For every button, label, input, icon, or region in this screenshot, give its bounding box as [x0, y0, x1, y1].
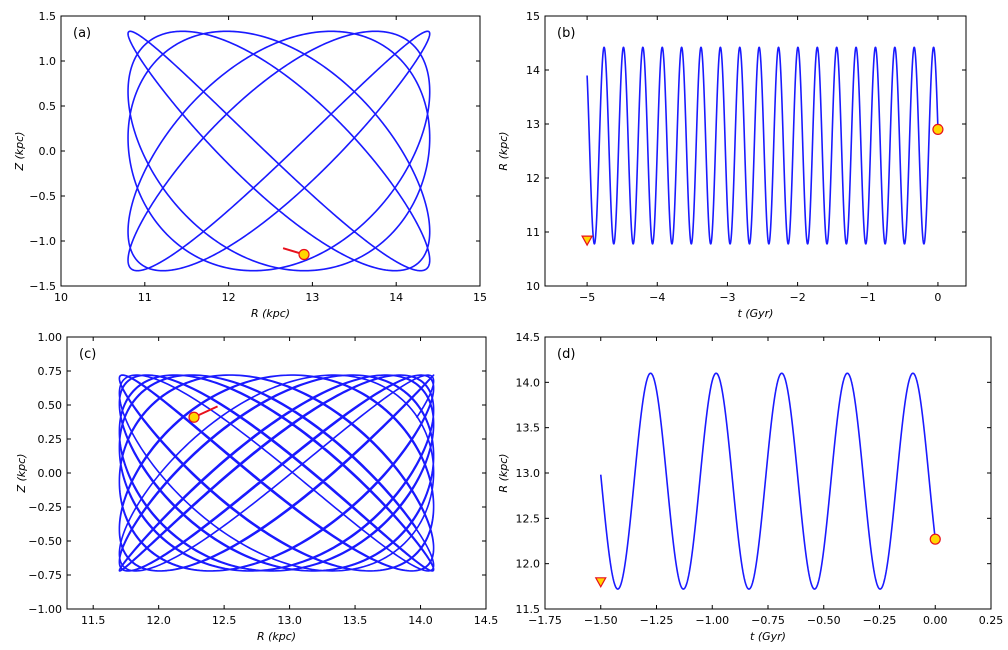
- y-axis-title: Z (kpc): [15, 453, 28, 493]
- y-tick-label: −0.75: [28, 569, 62, 582]
- y-tick-label: 1.00: [38, 331, 63, 344]
- x-tick-label: 10: [54, 291, 68, 304]
- y-tick-label: 13: [526, 118, 540, 131]
- x-tick-label: 12.5: [212, 614, 237, 627]
- x-tick-label: 15: [473, 291, 487, 304]
- y-tick-label: 10: [526, 280, 540, 293]
- current-position-marker: [298, 248, 310, 261]
- orbit-curve: [586, 46, 939, 245]
- x-axis-title: t (Gyr): [738, 307, 774, 320]
- y-tick-label: 0.50: [38, 399, 63, 412]
- y-tick-label: −0.25: [28, 501, 62, 514]
- x-tick-label: −0.25: [863, 614, 897, 627]
- y-tick-label: 0.25: [38, 433, 63, 446]
- y-tick-label: 14.5: [516, 331, 541, 344]
- panel-letter: (d): [557, 347, 575, 362]
- orbit-curve: [127, 30, 431, 272]
- x-tick-label: 12.0: [146, 614, 171, 627]
- y-tick-label: 11.5: [516, 603, 541, 616]
- x-tick-label: 14.0: [408, 614, 433, 627]
- x-tick-label: −0.50: [807, 614, 841, 627]
- start-position-marker: [594, 577, 607, 589]
- x-tick-label: 13.0: [277, 614, 302, 627]
- y-tick-label: −0.5: [29, 190, 56, 203]
- y-axis-title: R (kpc): [497, 131, 510, 170]
- x-tick-label: −2: [789, 291, 805, 304]
- x-tick-label: 11.5: [81, 614, 106, 627]
- orbit-curve: [599, 372, 937, 590]
- panel-c: 11.5 12.0 12.5 13.0 13.5 14.0 14.5 −1.00 −0.75 −0…: [15, 331, 498, 643]
- x-tick-label: −0.75: [751, 614, 785, 627]
- x-tick-label: −4: [649, 291, 665, 304]
- y-axis-title: Z (kpc): [13, 131, 26, 171]
- y-tick-label: 1.5: [39, 10, 57, 23]
- x-tick-label: 14.5: [474, 614, 499, 627]
- x-tick-label: 0: [934, 291, 941, 304]
- y-tick-label: −1.0: [29, 235, 56, 248]
- x-tick-label: 0.00: [923, 614, 948, 627]
- x-tick-label: 11: [138, 291, 152, 304]
- current-position-marker: [932, 123, 944, 135]
- y-tick-label: 13.0: [516, 467, 541, 480]
- x-tick-label: 13: [305, 291, 319, 304]
- x-tick-label: 13.5: [343, 614, 368, 627]
- y-tick-label: −0.50: [28, 535, 62, 548]
- x-axis-title: R (kpc): [257, 630, 296, 643]
- x-tick-label: −1: [860, 291, 876, 304]
- y-tick-label: −1.5: [29, 280, 56, 293]
- panel-a: 10 11 12 13 14 15 −1.5 −1.0 −0.5 0.0 0.5 1.0 1.5 R (k…: [13, 10, 487, 320]
- y-tick-label: 13.5: [516, 422, 541, 435]
- x-axis-title: t (Gyr): [750, 630, 786, 643]
- x-tick-label: 12: [222, 291, 236, 304]
- x-tick-label: 14: [389, 291, 403, 304]
- plot-area-frame: [544, 15, 967, 287]
- y-tick-label: 0.00: [38, 467, 63, 480]
- x-tick-label: −3: [719, 291, 735, 304]
- panel-letter: (c): [79, 347, 96, 362]
- y-tick-label: −1.00: [28, 603, 62, 616]
- y-tick-label: 0.0: [39, 145, 57, 158]
- panel-letter: (b): [557, 26, 575, 41]
- x-tick-label: −1.75: [528, 614, 562, 627]
- x-tick-label: 0.25: [979, 614, 1004, 627]
- y-tick-label: 14: [526, 64, 540, 77]
- y-tick-label: 1.0: [39, 55, 57, 68]
- y-tick-label: 12: [526, 172, 540, 185]
- x-tick-label: −5: [579, 291, 595, 304]
- panel-letter: (a): [73, 26, 91, 41]
- y-tick-label: 14.0: [516, 376, 541, 389]
- y-tick-label: 12.0: [516, 558, 541, 571]
- y-tick-label: 11: [526, 226, 540, 239]
- x-axis-title: R (kpc): [251, 307, 290, 320]
- current-position-marker: [929, 533, 941, 545]
- x-tick-label: −1.25: [640, 614, 674, 627]
- x-tick-label: −1.50: [584, 614, 618, 627]
- y-tick-label: 12.5: [516, 512, 541, 525]
- start-position-marker: [581, 235, 594, 247]
- y-tick-label: 0.75: [38, 365, 63, 378]
- plot-area-frame: [60, 15, 481, 287]
- orbit-curve: [118, 374, 435, 572]
- x-tick-label: −1.00: [695, 614, 729, 627]
- panel-d: −1.75 −1.50 −1.25 −1.00 −0.75 −0.50 −0.25 0.00 0…: [497, 331, 1003, 643]
- current-position-marker: [188, 411, 200, 423]
- panel-b: −5 −4 −3 −2 −1 0 10 11 12 13 14 15 t (Gyr) R (kpc) (b): [497, 10, 967, 320]
- y-tick-label: 0.5: [39, 100, 57, 113]
- y-tick-label: 15: [526, 10, 540, 23]
- y-axis-title: R (kpc): [497, 453, 510, 492]
